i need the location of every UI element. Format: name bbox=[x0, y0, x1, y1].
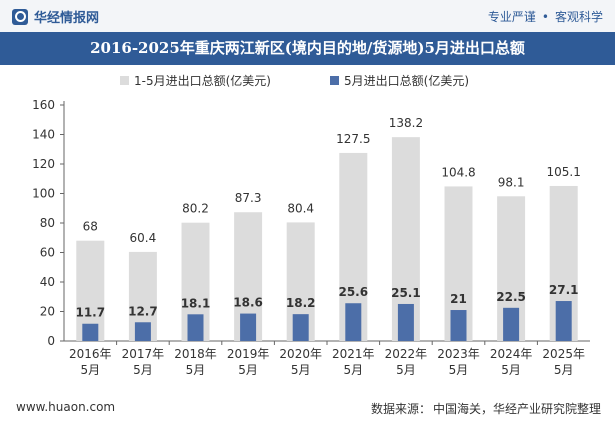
x-tick-label: 2018年 bbox=[174, 347, 217, 361]
data-label-total-7: 138.2 bbox=[389, 116, 423, 130]
x-tick-label: 2025年 bbox=[542, 347, 585, 361]
bar-may-2 bbox=[134, 322, 151, 341]
x-tick-label: 2022年 bbox=[385, 347, 428, 361]
x-tick-label: 5月 bbox=[291, 363, 311, 377]
x-tick-label: 5月 bbox=[501, 363, 521, 377]
tagline-right: 客观科学 bbox=[554, 10, 603, 24]
data-label-may-1: 11.7 bbox=[75, 306, 105, 320]
website-link[interactable]: www.huaon.com bbox=[16, 400, 116, 414]
data-label-total-3: 80.2 bbox=[182, 202, 209, 216]
data-label-total-5: 80.4 bbox=[287, 201, 314, 215]
source-value: 中国海关，华经产业研究院整理 bbox=[432, 402, 601, 416]
top-bar: 华经情报网 专业严谨 • 客观科学 bbox=[0, 0, 615, 32]
x-tick-label: 2021年 bbox=[332, 347, 375, 361]
brand-logo[interactable]: 华经情报网 bbox=[12, 7, 99, 26]
data-label-total-2: 60.4 bbox=[130, 231, 157, 245]
brand-name: 华经情报网 bbox=[34, 11, 100, 26]
legend-label-1: 1-5月进出口总额(亿美元) bbox=[134, 73, 271, 88]
bullet-icon: • bbox=[541, 10, 549, 24]
data-label-total-1: 68 bbox=[83, 220, 98, 234]
y-tick-label: 120 bbox=[32, 157, 55, 171]
data-label-total-10: 105.1 bbox=[547, 165, 581, 179]
legend-swatch-1 bbox=[120, 76, 129, 85]
y-tick-label: 40 bbox=[40, 275, 55, 289]
data-label-total-6: 127.5 bbox=[336, 132, 370, 146]
x-tick-label: 2020年 bbox=[279, 347, 322, 361]
bar-chart: 1-5月进出口总额(亿美元) 5月进出口总额(亿美元) 0 20 40 60 80 100 12… bbox=[32, 73, 590, 377]
y-tick-label: 140 bbox=[32, 128, 55, 142]
x-tick-label: 2023年 bbox=[437, 347, 480, 361]
data-label-may-10: 27.1 bbox=[549, 283, 579, 297]
tagline-left: 专业严谨 bbox=[487, 10, 536, 24]
x-tick-label: 2019年 bbox=[227, 347, 270, 361]
data-source: 数据来源： 中国海关，华经产业研究院整理 bbox=[371, 400, 601, 417]
y-tick-label: 80 bbox=[40, 216, 55, 230]
x-tick-label: 5月 bbox=[133, 363, 153, 377]
legend-label-2: 5月进出口总额(亿美元) bbox=[344, 73, 469, 88]
legend-swatch-2 bbox=[330, 76, 339, 85]
bar-may-9 bbox=[503, 307, 520, 341]
y-tick-label: 20 bbox=[40, 305, 55, 319]
source-label: 数据来源： bbox=[370, 402, 431, 416]
data-label-may-2: 12.7 bbox=[128, 304, 158, 318]
data-label-may-6: 25.6 bbox=[338, 285, 368, 299]
data-label-may-7: 25.1 bbox=[391, 286, 421, 300]
bar-may-5 bbox=[292, 314, 309, 341]
bar-may-1 bbox=[82, 323, 99, 341]
chart-title: 2016-2025年重庆两江新区(境内目的地/货源地)5月进出口总额 bbox=[0, 32, 615, 65]
x-tick-label: 2016年 bbox=[69, 347, 112, 361]
data-label-may-4: 18.6 bbox=[233, 296, 263, 310]
x-tick-label: 5月 bbox=[396, 363, 416, 377]
x-tick-label: 5月 bbox=[343, 363, 363, 377]
data-label-may-3: 18.1 bbox=[181, 296, 211, 310]
data-label-may-5: 18.2 bbox=[286, 296, 316, 310]
bar-may-7 bbox=[397, 303, 414, 341]
x-tick-label: 2017年 bbox=[122, 347, 165, 361]
x-tick-label: 5月 bbox=[449, 363, 469, 377]
bar-may-3 bbox=[187, 314, 204, 341]
data-label-total-9: 98.1 bbox=[498, 175, 525, 189]
x-tick-label: 5月 bbox=[238, 363, 258, 377]
bar-may-10 bbox=[555, 301, 572, 341]
data-label-total-4: 87.3 bbox=[235, 191, 262, 205]
data-label-total-8: 104.8 bbox=[441, 165, 475, 179]
y-tick-label: 60 bbox=[40, 246, 55, 260]
bar-may-6 bbox=[345, 303, 362, 341]
x-tick-label: 2024年 bbox=[490, 347, 533, 361]
data-label-may-9: 22.5 bbox=[496, 290, 526, 304]
bar-may-8 bbox=[450, 310, 467, 341]
y-tick-label: 160 bbox=[32, 98, 55, 112]
x-tick-label: 5月 bbox=[186, 363, 206, 377]
x-tick-label: 5月 bbox=[554, 363, 574, 377]
tagline: 专业严谨 • 客观科学 bbox=[488, 8, 603, 25]
huajing-logo-icon bbox=[12, 8, 28, 25]
data-label-may-8: 21 bbox=[450, 292, 467, 306]
x-tick-label: 5月 bbox=[80, 363, 100, 377]
y-tick-label: 0 bbox=[47, 334, 55, 348]
y-tick-label: 100 bbox=[32, 187, 55, 201]
bar-may-4 bbox=[240, 313, 257, 341]
